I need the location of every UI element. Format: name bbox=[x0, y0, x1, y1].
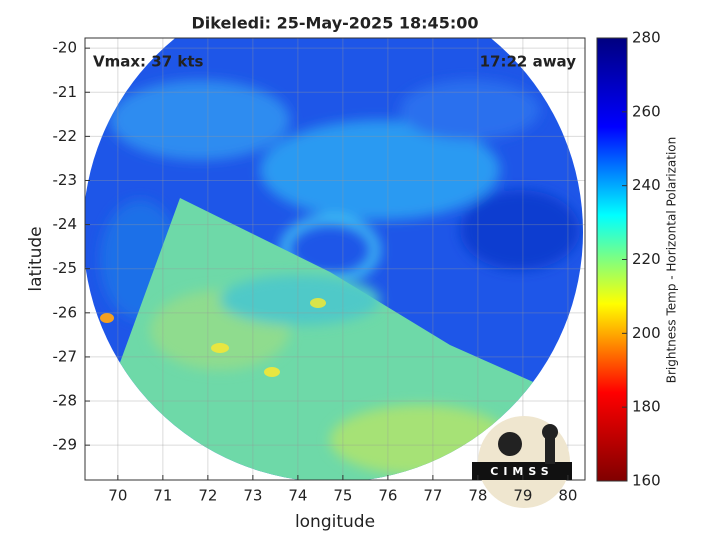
x-tick-label: 78 bbox=[468, 487, 487, 505]
colorbar-tick-label: 220 bbox=[632, 250, 661, 268]
x-tick-label: 76 bbox=[378, 487, 397, 505]
y-tick-label: -22 bbox=[53, 127, 78, 145]
colorbar-tick-label: 280 bbox=[632, 29, 661, 47]
x-tick-label: 77 bbox=[423, 487, 442, 505]
annotation: 17:22 away bbox=[480, 53, 577, 71]
colorbar-tick-label: 180 bbox=[632, 398, 661, 416]
x-tick-label: 70 bbox=[108, 487, 127, 505]
annotation: Vmax: 37 kts bbox=[93, 53, 203, 71]
colorbar-tick-label: 240 bbox=[632, 176, 661, 194]
plot-frame bbox=[84, 37, 586, 481]
y-tick-label: -25 bbox=[53, 259, 78, 277]
y-tick-label: -29 bbox=[53, 436, 78, 454]
colorbar-label: Brightness Temp - Horizontal Polarizatio… bbox=[665, 137, 679, 384]
colorbar-tick-label: 200 bbox=[632, 324, 661, 342]
x-tick-label: 80 bbox=[558, 487, 577, 505]
chart-title: Dikeledi: 25-May-2025 18:45:00 bbox=[192, 14, 479, 33]
x-tick-label: 71 bbox=[153, 487, 172, 505]
x-tick-label: 73 bbox=[243, 487, 262, 505]
logo: CIMSS bbox=[472, 416, 572, 508]
x-axis-label: longitude bbox=[295, 512, 375, 532]
y-tick-label: -21 bbox=[53, 83, 78, 101]
y-tick-label: -20 bbox=[53, 39, 78, 57]
y-tick-label: -26 bbox=[53, 303, 78, 321]
y-tick-label: -24 bbox=[53, 215, 78, 233]
colorbar-tick-label: 260 bbox=[632, 102, 661, 120]
x-tick-label: 79 bbox=[513, 487, 532, 505]
y-tick-label: -28 bbox=[53, 392, 78, 410]
colorbar-tick-label: 160 bbox=[632, 472, 661, 490]
x-tick-label: 75 bbox=[333, 487, 352, 505]
y-axis-label: latitude bbox=[26, 226, 46, 291]
x-tick-label: 74 bbox=[288, 487, 307, 505]
x-tick-label: 72 bbox=[198, 487, 217, 505]
y-tick-label: -27 bbox=[53, 347, 78, 365]
logo-text: CIMSS bbox=[490, 465, 553, 478]
y-tick-label: -23 bbox=[53, 171, 78, 189]
